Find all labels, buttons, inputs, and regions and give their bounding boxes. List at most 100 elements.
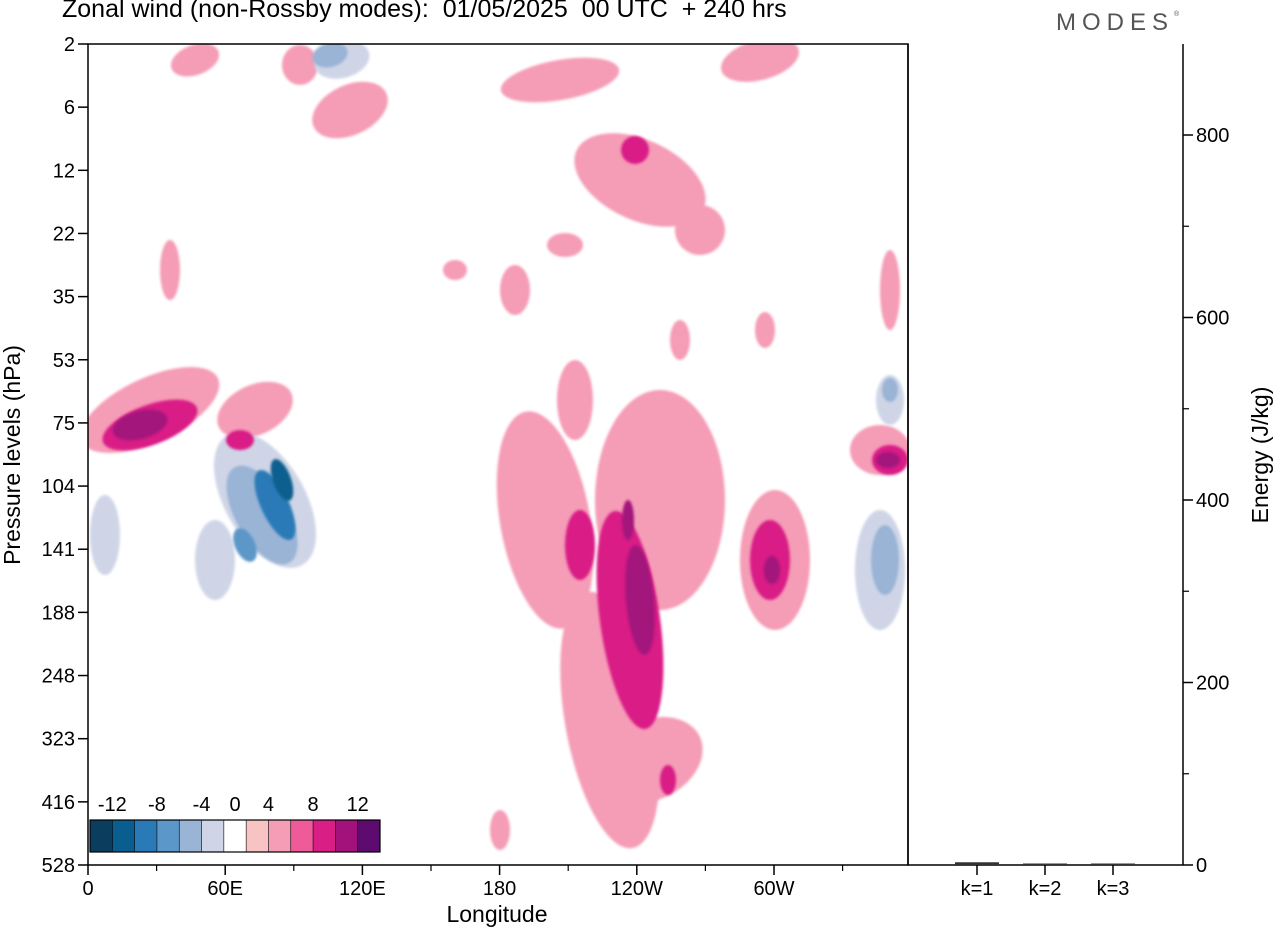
energy-category-label: k=3: [1097, 878, 1130, 900]
contour-shape: [565, 510, 595, 580]
contour-shape: [103, 303, 217, 357]
contour-shape: [245, 195, 285, 265]
y-tick-label: 416: [42, 792, 75, 814]
colorbar-swatch: [357, 820, 380, 852]
y-tick-label: 6: [64, 97, 75, 119]
contour-shape: [327, 215, 363, 265]
contour-shape: [500, 57, 620, 103]
contour-shape: [500, 265, 530, 315]
x-axis-title: Longitude: [446, 901, 547, 927]
contour-shape: [282, 45, 318, 85]
contour-shape: [872, 100, 908, 180]
energy-category-label: k=1: [961, 878, 994, 900]
colorbar-swatch: [223, 820, 247, 852]
contour-shape: [670, 320, 690, 360]
y-tick-label: 188: [42, 602, 75, 624]
colorbar-label: 12: [347, 794, 369, 816]
contour-shape: [90, 495, 120, 575]
contour-shape: [496, 411, 594, 629]
x-tick-label: 120E: [339, 878, 386, 900]
brand-logo: MODES®: [1056, 9, 1179, 37]
energy-axis-title: Energy (J/kg): [1247, 387, 1273, 524]
y-tick-label: 53: [53, 350, 75, 372]
colorbar-label: -12: [98, 794, 127, 816]
y-tick-label: 248: [42, 666, 75, 688]
y-tick-label: 104: [42, 476, 75, 498]
energy-tick-label: 0: [1196, 855, 1207, 877]
contour-shape: [838, 710, 882, 830]
main-axes: 0 60E 120E 180 120W 60W 2 6 12 22 35 53 75 104 141 188 2…: [0, 34, 844, 927]
contour-shape: [195, 520, 235, 600]
contour-shape: [226, 430, 254, 450]
x-tick-label: 0: [82, 878, 93, 900]
contour-shape: [170, 44, 220, 77]
colorbar-label: 4: [263, 794, 274, 816]
colorbar-swatch: [112, 820, 135, 852]
contour-shape: [675, 205, 725, 255]
y-tick-label: 35: [53, 287, 75, 309]
contour-shape: [312, 81, 388, 139]
colorbar-swatch: [246, 820, 269, 852]
contour-shape: [764, 556, 780, 584]
energy-tick-label: 400: [1196, 490, 1229, 512]
energy-tick-label: 600: [1196, 308, 1229, 330]
x-tick-label: 60W: [753, 878, 794, 900]
brand-text: MODES: [1056, 9, 1175, 36]
colorbar-swatch: [90, 820, 113, 852]
contour-shape: [882, 378, 898, 402]
colorbar-label: 8: [308, 794, 319, 816]
energy-bar: [1023, 863, 1067, 865]
colorbar-frame: [89, 819, 381, 853]
contour-shape: [547, 233, 583, 257]
colorbar-label: -8: [148, 794, 166, 816]
contour-shape: [622, 500, 634, 540]
y-tick-label: 323: [42, 729, 75, 751]
energy-category-label: k=2: [1029, 878, 1062, 900]
contour-shape: [88, 100, 114, 180]
y-tick-label: 528: [42, 855, 75, 877]
contour-shape: [557, 360, 593, 440]
contour-shape: [755, 312, 775, 348]
colorbar-swatch: [134, 820, 157, 852]
contour-shape: [621, 136, 649, 164]
y-tick-label: 141: [42, 539, 75, 561]
contour-shape: [254, 470, 296, 540]
contour-shape: [880, 250, 900, 330]
contour-shape: [597, 716, 703, 804]
contour-shape: [443, 260, 467, 280]
contour-shape: [574, 133, 706, 227]
x-tick-label: 180: [483, 878, 516, 900]
contour-shape: [233, 528, 257, 562]
energy-tick-label: 800: [1196, 125, 1229, 147]
contour-shape: [400, 120, 440, 140]
y-tick-label: 2: [64, 34, 75, 56]
contour-shape: [160, 240, 180, 300]
contour-shape: [315, 402, 445, 478]
colorbar-label: 0: [229, 794, 240, 816]
y-tick-label: 12: [53, 160, 75, 182]
contour-shape: [226, 465, 298, 565]
chart-title: Zonal wind (non-Rossby modes): 01/05/202…: [62, 0, 787, 23]
contour-shape: [871, 525, 899, 595]
contour-shape: [660, 765, 676, 795]
main-plot-frame: [87, 43, 909, 866]
colorbar-swatch: [179, 820, 202, 852]
energy-tick-label: 200: [1196, 673, 1229, 695]
x-tick-label: 120W: [611, 878, 663, 900]
contour-shape: [721, 44, 799, 82]
energy-bar: [1091, 863, 1135, 865]
contour-shape: [625, 545, 655, 655]
contour-shape: [270, 459, 294, 501]
colorbar: -12 -8 -4 0 4 8 12: [89, 794, 381, 853]
contour-shape: [312, 44, 348, 68]
contour-shape: [490, 810, 510, 850]
y-axis-title: Pressure levels (hPa): [0, 345, 25, 565]
contour-shape: [876, 452, 900, 468]
colorbar-swatch: [156, 820, 180, 852]
contour-shape: [217, 381, 293, 439]
contour-shape: [284, 690, 316, 830]
colorbar-swatch: [290, 820, 314, 852]
colorbar-swatch: [268, 820, 291, 852]
energy-bar: [955, 862, 999, 865]
colorbar-swatch: [201, 820, 224, 852]
